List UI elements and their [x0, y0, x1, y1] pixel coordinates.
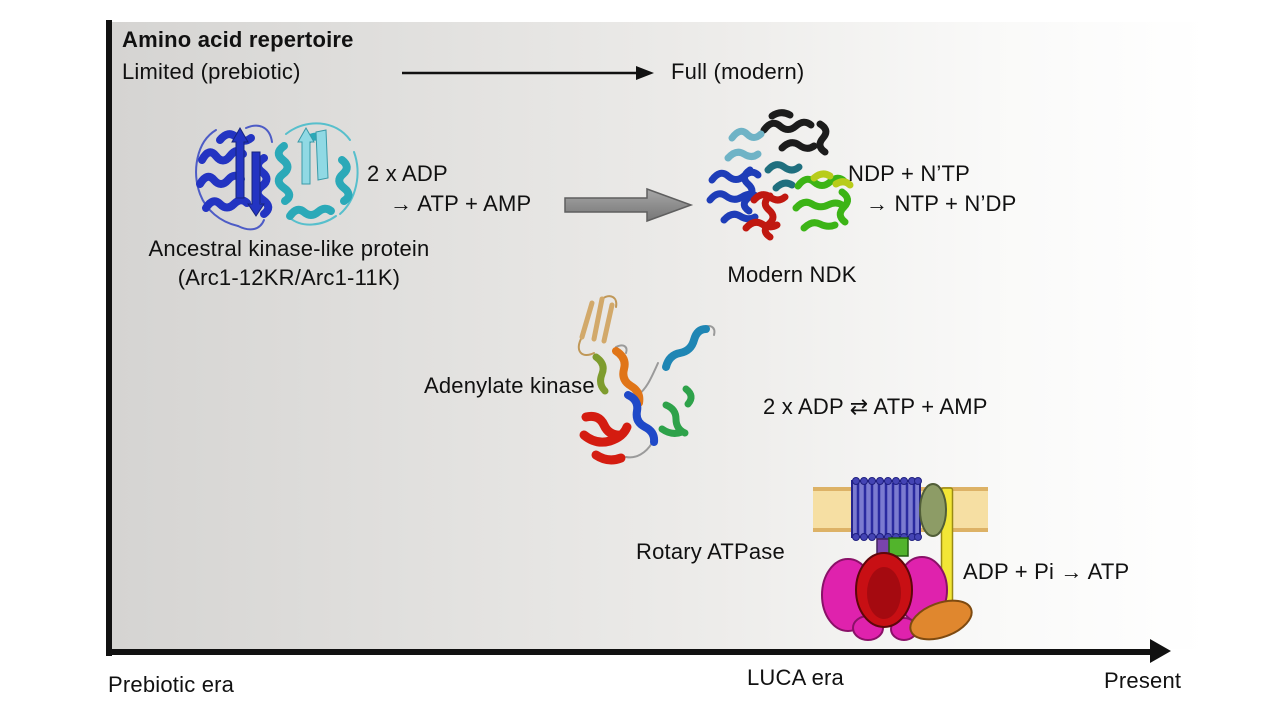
- prebiotic-era-label: Prebiotic era: [108, 672, 235, 697]
- atpase-reaction: ADP + Pi → ATP: [963, 559, 1130, 584]
- modern-ndk-label: Modern NDK: [727, 262, 857, 287]
- evolution-arrow-icon: [564, 187, 694, 223]
- x-axis-arrowhead-icon: [1150, 639, 1171, 663]
- ancestral-kinase-sublabel: (Arc1-12KR/Arc1-11K): [177, 265, 401, 290]
- ndk-reaction-line2: → NTP + N’DP: [866, 191, 1017, 216]
- limited-prebiotic-label: Limited (prebiotic): [122, 59, 301, 84]
- x-axis-line: [106, 649, 1152, 655]
- timeline-panel: [112, 22, 1208, 649]
- modern-ndk-structure-icon: [706, 109, 854, 241]
- present-label: Present: [1104, 668, 1182, 693]
- ancestral-kinase-caption: Ancestral kinase-like protein (Arc1-12KR…: [114, 234, 464, 292]
- ndk-reaction-line1: NDP + N’TP: [848, 161, 971, 186]
- adenylate-kinase-label: Adenylate kinase: [424, 373, 595, 398]
- amino-acid-repertoire-title: Amino acid repertoire: [122, 27, 354, 52]
- ancestral-reaction: 2 x ADP → ATP + AMP: [367, 159, 531, 219]
- ancestral-kinase-structure-icon: [195, 122, 359, 231]
- full-modern-label: Full (modern): [671, 59, 805, 84]
- ndk-reaction: NDP + N’TP → NTP + N’DP: [848, 159, 1017, 219]
- ancestral-kinase-label: Ancestral kinase-like protein: [148, 236, 430, 261]
- repertoire-arrow-icon: [402, 66, 654, 80]
- rotary-atpase-label: Rotary ATPase: [636, 539, 785, 564]
- rotary-atpase-structure-icon: [813, 477, 988, 641]
- ancestral-reaction-line1: 2 x ADP: [367, 161, 448, 186]
- luca-era-label: LUCA era: [747, 665, 844, 690]
- ancestral-reaction-line2: → ATP + AMP: [390, 191, 532, 216]
- y-axis-line: [106, 20, 112, 656]
- adenylate-kinase-structure-icon: [577, 295, 716, 465]
- adk-reaction: 2 x ADP ⇄ ATP + AMP: [763, 394, 988, 419]
